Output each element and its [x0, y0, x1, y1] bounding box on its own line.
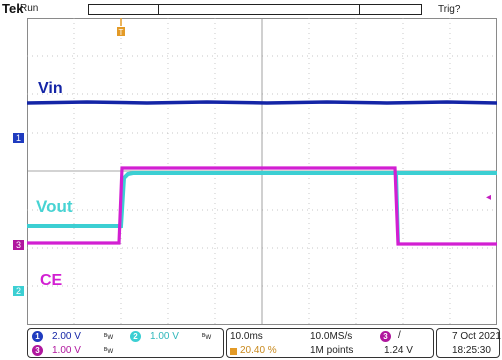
- brand-logo: Tek: [2, 1, 24, 16]
- acquisition-run-state: Run: [20, 3, 39, 14]
- ce-label: CE: [40, 272, 63, 289]
- ch1-scale[interactable]: 2.00 V: [52, 331, 81, 342]
- trigger-status: Trig?: [438, 4, 461, 15]
- datetime-panel: [436, 328, 500, 358]
- trigger-level-arrow-icon[interactable]: ◂: [486, 192, 492, 203]
- ce-trace: [27, 166, 497, 246]
- vout-trace: [27, 171, 497, 228]
- ch3-scale[interactable]: 1.00 V: [52, 345, 81, 356]
- trigger-level[interactable]: 1.24 V: [384, 345, 413, 356]
- trigger-source-badge[interactable]: 3: [380, 331, 391, 342]
- ch3-badge[interactable]: 3: [32, 345, 43, 356]
- ch2-scale[interactable]: 1.00 V: [150, 331, 179, 342]
- trigger-position-percent[interactable]: 20.40 %: [240, 345, 277, 356]
- horizontal-scale[interactable]: 10.0ms: [230, 331, 263, 342]
- vin-label: Vin: [38, 80, 63, 97]
- ch1-bw-limit-icon: ᴮw: [104, 332, 114, 341]
- trigger-position-marker[interactable]: T: [116, 18, 126, 38]
- vout-label: Vout: [36, 197, 73, 216]
- rising-edge-icon: /: [398, 330, 401, 341]
- svg-text:T: T: [119, 28, 124, 37]
- trigger-position-icon: [230, 348, 237, 355]
- record-view-bar[interactable]: [88, 4, 422, 15]
- record-length: 1M points: [310, 345, 354, 356]
- ch1-badge[interactable]: 1: [32, 331, 43, 342]
- ch2-ground-marker[interactable]: 2: [13, 286, 24, 296]
- ch3-bw-limit-icon: ᴮw: [104, 346, 114, 355]
- record-view-window[interactable]: [158, 4, 360, 15]
- vin-trace: [27, 100, 497, 105]
- ch2-badge[interactable]: 2: [130, 331, 141, 342]
- timebase-trigger-panel[interactable]: [226, 328, 434, 358]
- ch2-bw-limit-icon: ᴮw: [202, 332, 212, 341]
- ch1-ground-marker[interactable]: 1: [13, 133, 24, 143]
- top-status-bar: Tek Run Trig?: [0, 0, 502, 18]
- time-readout: 18:25:30: [452, 345, 491, 356]
- date-readout: 7 Oct 2021: [452, 331, 501, 342]
- ch3-ground-marker[interactable]: 3: [13, 240, 24, 250]
- waveform-graticule[interactable]: [27, 18, 497, 325]
- sample-rate: 10.0MS/s: [310, 331, 353, 342]
- channel-scale-panel[interactable]: [27, 328, 224, 358]
